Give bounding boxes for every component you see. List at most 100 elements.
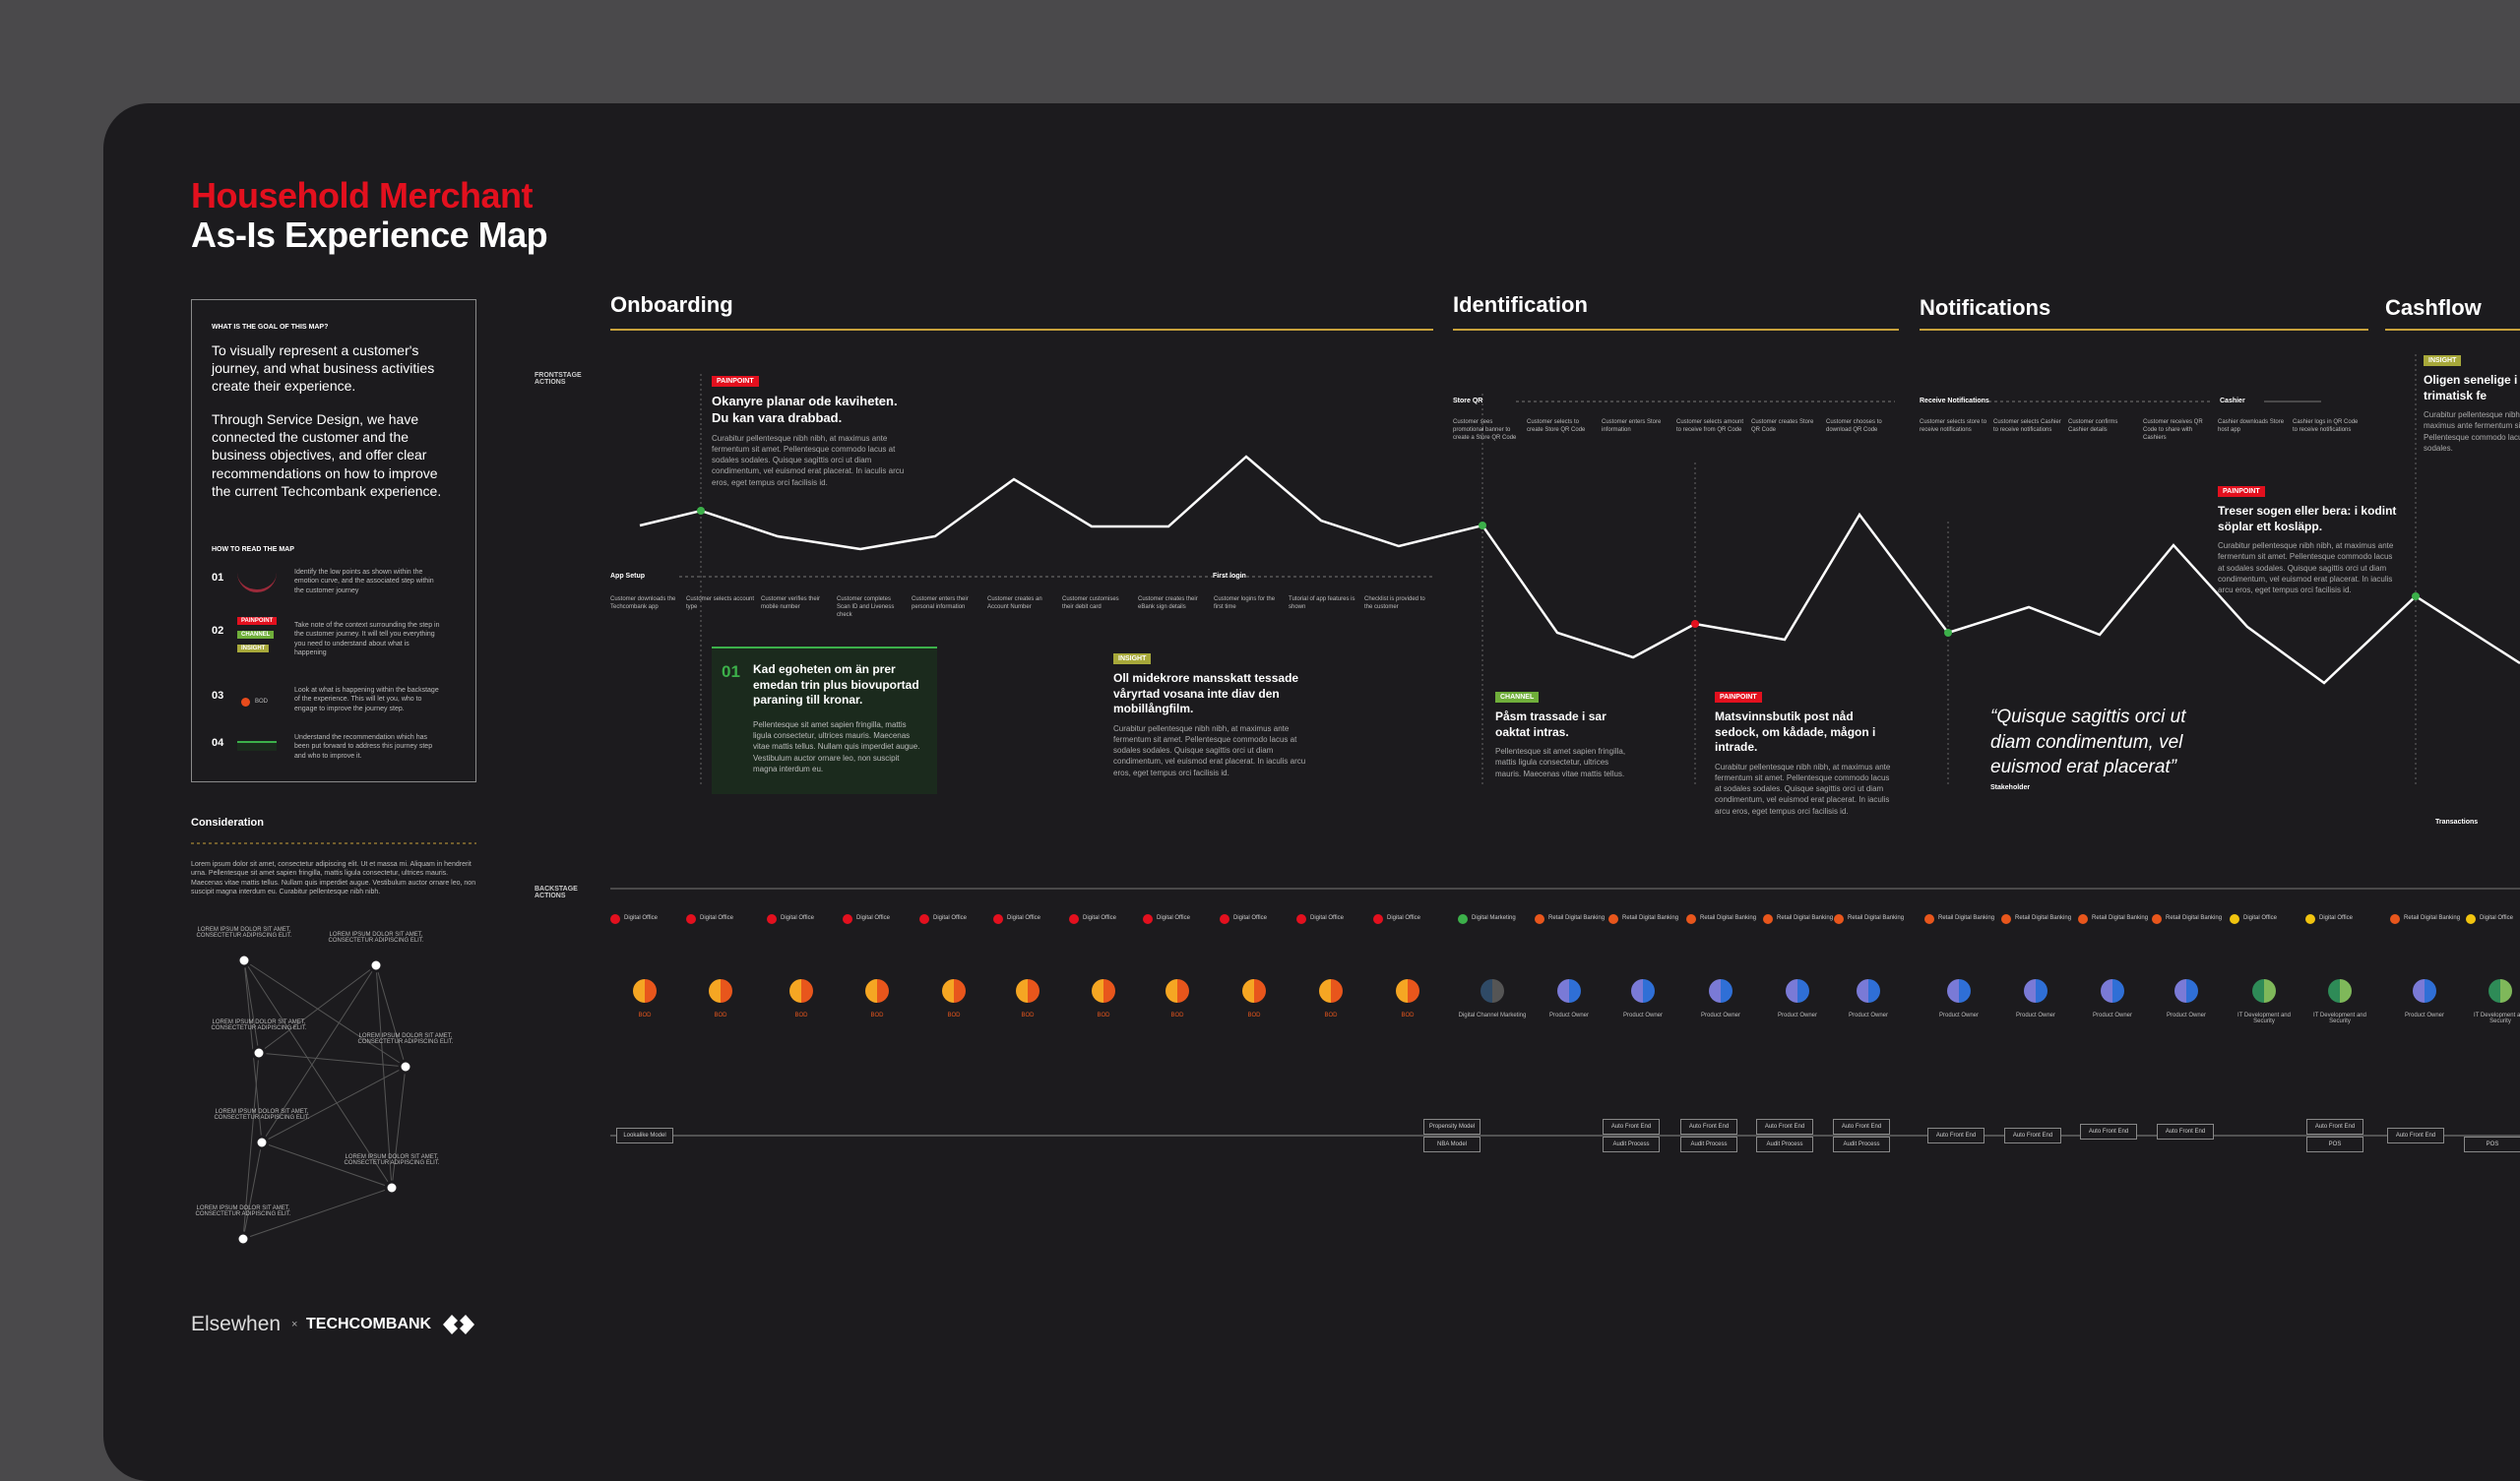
lane-label: FRONTSTAGE ACTIONS bbox=[535, 372, 582, 386]
card-heading: Påsm trassade i sar oaktat intras. bbox=[1495, 710, 1606, 739]
owner-dot bbox=[2078, 914, 2088, 924]
owner-label: Digital Office bbox=[1157, 915, 1190, 921]
role-icon bbox=[877, 979, 889, 1003]
role-icon bbox=[1319, 979, 1331, 1003]
lane-label: BACKSTAGE ACTIONS bbox=[535, 886, 578, 899]
network-edge bbox=[261, 1142, 393, 1189]
owner-dot bbox=[1220, 914, 1229, 924]
card-body: Curabitur pellentesque nibh nibh, at max… bbox=[2218, 541, 2394, 594]
role-icon bbox=[2024, 979, 2036, 1003]
owner-label: Retail Digital Banking bbox=[2404, 915, 2461, 921]
role-icon bbox=[942, 979, 954, 1003]
role-label: Product Owner bbox=[2015, 1013, 2056, 1018]
owner-label: Digital Office bbox=[1310, 915, 1344, 921]
quote-author: Stakeholder bbox=[1990, 784, 2031, 791]
owner-label: Retail Digital Banking bbox=[1848, 915, 1905, 921]
role-icon bbox=[2112, 979, 2124, 1003]
role-label: Product Owner bbox=[2404, 1013, 2445, 1018]
system-box: Auto Front End bbox=[1603, 1119, 1660, 1135]
owner-label: Digital Office bbox=[700, 915, 733, 921]
card-body: Pellentesque sit amet sapien fringilla, … bbox=[1495, 747, 1626, 778]
painpoint-card: PAINPOINT Matsvinnsbutik post nåd sedock… bbox=[1715, 686, 1897, 817]
system-box: Auto Front End bbox=[1833, 1119, 1890, 1135]
role-label: BOD bbox=[1324, 1013, 1338, 1018]
system-box: NBA Model bbox=[1423, 1137, 1480, 1152]
quote: “Quisque sagittis orci ut diam condiment… bbox=[1990, 707, 2186, 778]
card-heading: Matsvinnsbutik post nåd sedock, om kådad… bbox=[1715, 710, 1876, 755]
owner-label: Digital Office bbox=[781, 915, 814, 921]
bod-dot bbox=[241, 698, 250, 707]
role-label: BOD bbox=[870, 1013, 884, 1018]
owner-label: Digital Office bbox=[1007, 915, 1040, 921]
owner-dot bbox=[610, 914, 620, 924]
step-text: Customer creates their eBank sign detail… bbox=[1138, 596, 1198, 611]
step-text: Checklist is provided to the customer bbox=[1364, 596, 1425, 611]
card-heading: Treser sogen eller bera: i kodint söplar… bbox=[2218, 504, 2397, 533]
system-box: Auto Front End bbox=[2387, 1128, 2444, 1143]
role-icon bbox=[721, 979, 732, 1003]
role-icon bbox=[801, 979, 813, 1003]
node-label: LOREM IPSUM DOLOR SIT AMET, CONSECTETUR … bbox=[328, 932, 424, 944]
insight-card: INSIGHT Oligen senelige i tusm trimatisk… bbox=[2424, 349, 2520, 454]
network-node bbox=[254, 1135, 270, 1150]
network-edge bbox=[243, 959, 407, 1068]
role-icon bbox=[1103, 979, 1115, 1003]
curve-icon bbox=[237, 572, 277, 592]
brand-logo bbox=[443, 1315, 474, 1334]
system-box: Auto Front End bbox=[2306, 1119, 2363, 1135]
role-icon bbox=[1408, 979, 1419, 1003]
tag: INSIGHT bbox=[237, 645, 270, 652]
step-text: Customer creates Store QR Code bbox=[1751, 419, 1814, 434]
step-text: Customer logins for the first time bbox=[1214, 596, 1276, 611]
role-icon bbox=[2500, 979, 2512, 1003]
goal-text: To visually represent a customer's journ… bbox=[212, 342, 435, 395]
role-icon bbox=[1947, 979, 1959, 1003]
role-icon bbox=[645, 979, 657, 1003]
curve-marker bbox=[1691, 620, 1699, 628]
step-text: Tutorial of app features is shown bbox=[1289, 596, 1355, 611]
owner-label: Retail Digital Banking bbox=[2092, 915, 2149, 921]
network-edge bbox=[242, 1187, 393, 1240]
title: Household Merchant bbox=[191, 175, 534, 216]
how-text: Take note of the context surrounding the… bbox=[294, 622, 440, 657]
consideration-heading: Consideration bbox=[191, 817, 264, 829]
role-label: BOD bbox=[638, 1013, 652, 1018]
goal-box: WHAT IS THE GOAL OF THIS MAP? To visuall… bbox=[191, 299, 476, 782]
owner-dot bbox=[2230, 914, 2239, 924]
role-icon bbox=[1242, 979, 1254, 1003]
body: Household Merchant As-Is Experience Map … bbox=[103, 103, 2520, 1481]
owner-label: Digital Office bbox=[1233, 915, 1267, 921]
network-node bbox=[235, 1231, 251, 1247]
role-label: IT Development and Security bbox=[2237, 1013, 2291, 1024]
role-icon bbox=[865, 979, 877, 1003]
owner-dot bbox=[1834, 914, 1844, 924]
phase: Store QR bbox=[1453, 398, 1483, 404]
role-icon bbox=[1331, 979, 1343, 1003]
system-box: Auto Front End bbox=[1927, 1128, 1984, 1143]
step-text: Customer completes Scan ID and Liveness … bbox=[837, 596, 895, 619]
bod-label: BOD bbox=[255, 699, 269, 705]
curve-marker bbox=[697, 507, 705, 515]
owner-dot bbox=[843, 914, 852, 924]
network-node bbox=[398, 1059, 413, 1075]
step-text: Customer customises their debit card bbox=[1062, 596, 1119, 611]
system-box: Auto Front End bbox=[2157, 1124, 2214, 1140]
tag: PAINPOINT bbox=[1715, 692, 1762, 703]
role-label: Product Owner bbox=[1777, 1013, 1818, 1018]
step-text: Customer confirms Cashier details bbox=[2068, 419, 2118, 434]
role-icon bbox=[2264, 979, 2276, 1003]
role-icon bbox=[954, 979, 966, 1003]
role-icon bbox=[2488, 979, 2500, 1003]
step-text: Customer selects amount to receive from … bbox=[1676, 419, 1744, 434]
role-icon bbox=[1396, 979, 1408, 1003]
phase: Transactions bbox=[2435, 819, 2479, 826]
page: Experience Map { "header": {"title_line1… bbox=[103, 103, 2520, 1481]
network-edge bbox=[258, 1052, 407, 1068]
how-number: 01 bbox=[212, 572, 224, 584]
role-icon bbox=[1254, 979, 1266, 1003]
tag: PAINPOINT bbox=[712, 376, 759, 387]
owner-dot bbox=[1535, 914, 1544, 924]
step-text: Customer selects account type bbox=[686, 596, 755, 611]
network-edge bbox=[261, 964, 377, 1143]
role-icon bbox=[2174, 979, 2186, 1003]
